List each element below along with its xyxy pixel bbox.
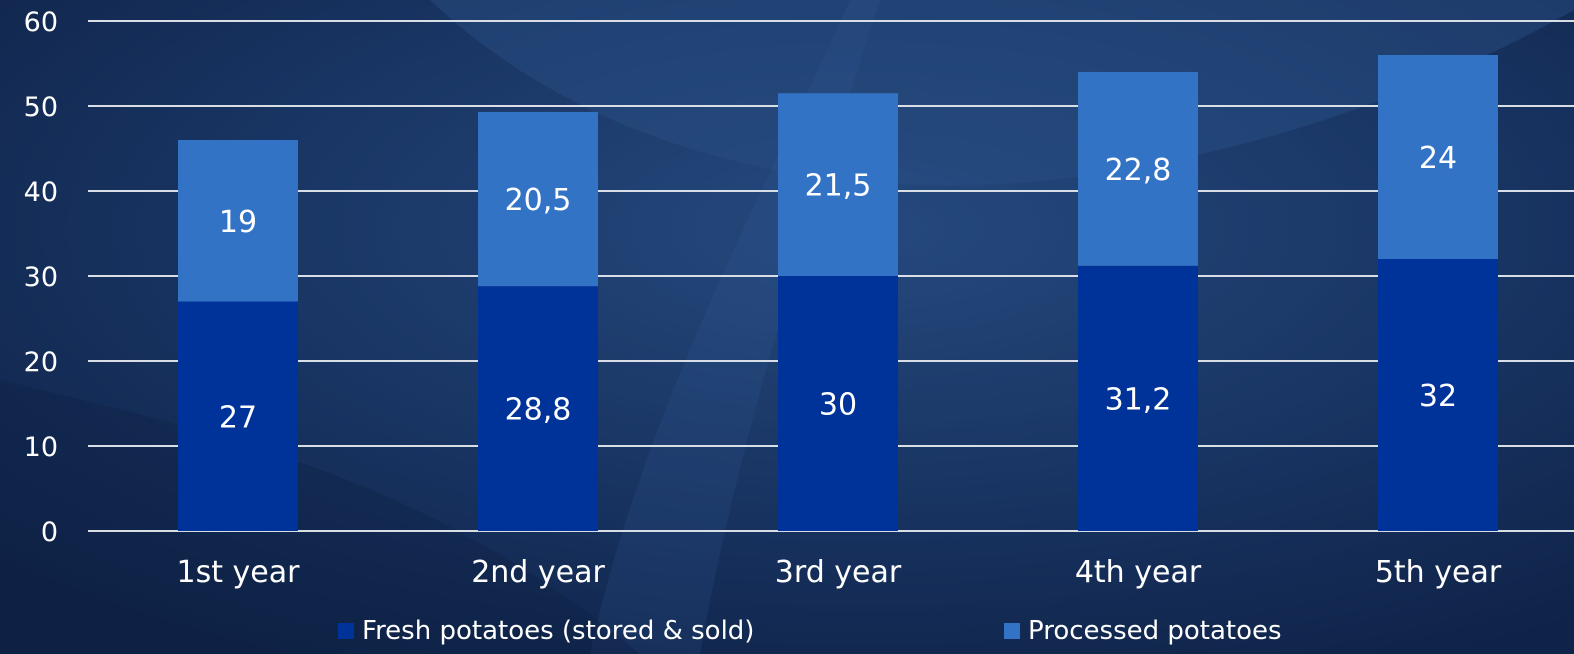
x-category-label: 2nd year xyxy=(471,555,605,590)
bar-segment-fresh xyxy=(178,301,298,531)
data-label: 27 xyxy=(219,400,257,435)
y-tick-label: 60 xyxy=(24,7,58,38)
x-category-label: 5th year xyxy=(1375,555,1502,590)
data-label: 19 xyxy=(219,205,257,240)
legend-label-processed: Processed potatoes xyxy=(1028,616,1282,646)
legend-item-fresh: Fresh potatoes (stored & sold) xyxy=(338,616,754,646)
legend-item-processed: Processed potatoes xyxy=(1004,616,1282,646)
data-label: 24 xyxy=(1419,141,1457,176)
y-tick-label: 40 xyxy=(24,177,58,208)
legend: Fresh potatoes (stored & sold) Processed… xyxy=(0,616,1574,652)
data-label: 30 xyxy=(819,388,857,423)
y-tick-label: 50 xyxy=(24,92,58,123)
data-label: 22,8 xyxy=(1105,153,1172,188)
y-tick-label: 10 xyxy=(24,432,58,463)
bar-segment-fresh xyxy=(1078,265,1198,531)
bar-segment-processed xyxy=(778,93,898,276)
data-label: 28,8 xyxy=(505,393,572,428)
bar-segment-processed xyxy=(1378,55,1498,259)
data-label: 20,5 xyxy=(505,183,572,218)
x-axis-categories: 1st year 2nd year 3rd year 4th year 5th year xyxy=(177,555,1502,590)
bar-segment-fresh xyxy=(478,286,598,531)
legend-label-fresh: Fresh potatoes (stored & sold) xyxy=(362,616,755,646)
bar-segment-processed xyxy=(1078,72,1198,266)
data-label: 21,5 xyxy=(805,169,872,204)
y-axis-ticks: 0 10 20 30 40 50 60 xyxy=(24,7,58,548)
bar-segment-fresh xyxy=(1378,259,1498,531)
bar-segment-processed xyxy=(478,111,598,287)
bar-segment-fresh xyxy=(778,276,898,531)
data-label: 32 xyxy=(1419,379,1457,414)
data-label: 31,2 xyxy=(1105,382,1172,417)
x-category-label: 3rd year xyxy=(775,555,902,590)
legend-swatch-fresh xyxy=(338,623,354,639)
legend-swatch-processed xyxy=(1004,623,1020,639)
y-tick-label: 30 xyxy=(24,262,58,293)
y-tick-label: 0 xyxy=(41,517,58,548)
bar-segment-processed xyxy=(178,140,298,302)
x-category-label: 4th year xyxy=(1075,555,1202,590)
bars: 27 19 28,8 20,5 30 21,5 31,2 22,8 32 24 xyxy=(178,55,1498,531)
y-tick-label: 20 xyxy=(24,347,58,378)
x-category-label: 1st year xyxy=(177,555,301,590)
